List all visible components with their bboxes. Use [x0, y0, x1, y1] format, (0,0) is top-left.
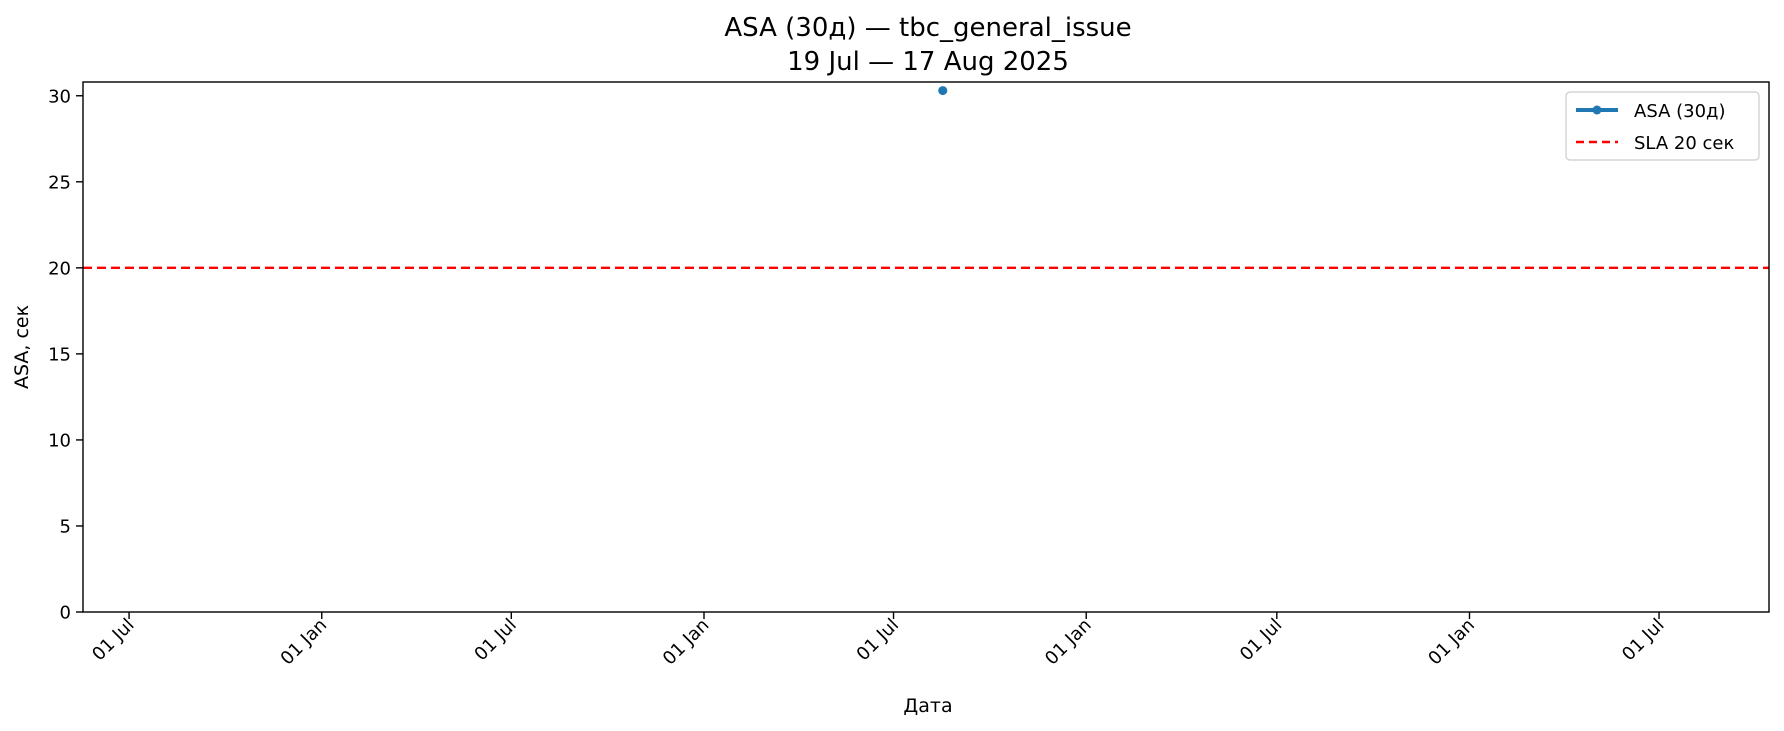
y-axis-label: ASA, сек	[11, 305, 33, 389]
y-axis: 0 5 10 15 20 25 30	[48, 86, 83, 624]
chart-title: ASA (30д) — tbc_general_issue	[724, 13, 1131, 43]
data-point	[938, 86, 948, 96]
y-tick-label: 0	[60, 603, 71, 624]
y-tick-label: 10	[48, 430, 71, 451]
legend-label-asa: ASA (30д)	[1634, 101, 1726, 122]
plot-area	[83, 86, 1769, 270]
chart-subtitle: 19 Jul — 17 Aug 2025	[787, 47, 1069, 77]
plot-frame	[82, 81, 1770, 613]
y-tick-label: 5	[60, 516, 71, 537]
y-tick-label: 20	[48, 258, 71, 279]
legend-marker-asa	[1592, 105, 1602, 115]
y-tick-label: 15	[48, 344, 71, 365]
y-tick-label: 30	[48, 86, 71, 107]
legend-label-sla: SLA 20 сек	[1634, 133, 1734, 154]
y-tick-label: 25	[48, 172, 71, 193]
legend: ASA (30д) SLA 20 сек	[1565, 91, 1760, 161]
x-axis-label: Дата	[903, 695, 952, 717]
